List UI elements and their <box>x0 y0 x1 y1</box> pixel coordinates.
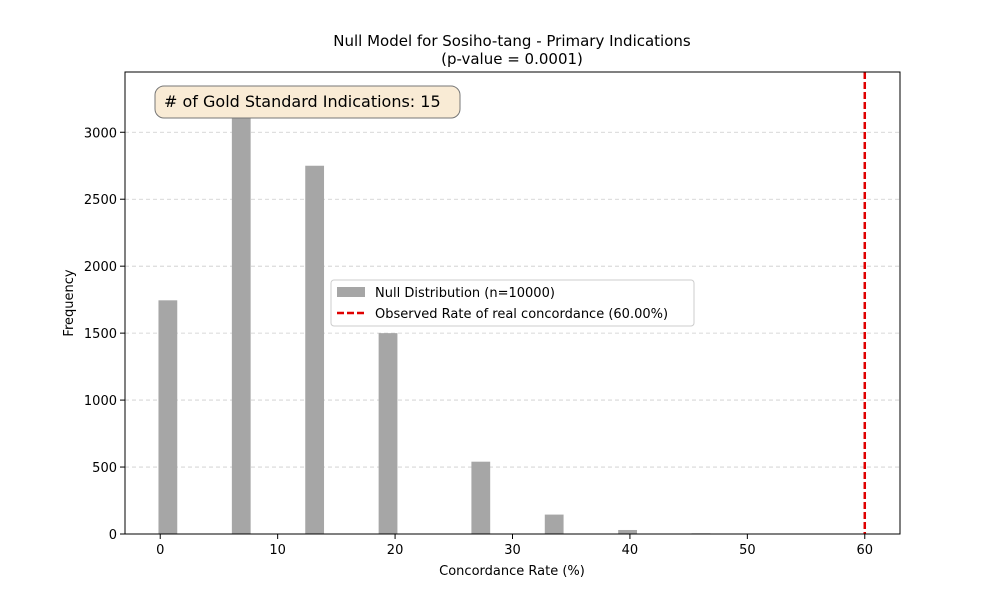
x-tick-label-0: 0 <box>156 543 164 558</box>
y-axis-label: Frequency <box>62 269 77 336</box>
bar-5 <box>544 514 564 534</box>
y-tick-label-3000: 3000 <box>84 126 117 141</box>
x-axis-label: Concordance Rate (%) <box>439 564 585 579</box>
gold-standard-annotation: # of Gold Standard Indications: 15 <box>154 85 461 119</box>
x-tick-label-30: 30 <box>504 543 521 558</box>
chart-title-line2: (p-value = 0.0001) <box>441 50 583 68</box>
x-tick-label-40: 40 <box>622 543 639 558</box>
y-tick-label-0: 0 <box>109 528 117 543</box>
bar-3 <box>378 333 398 534</box>
y-axis-ticks: 0 500 1000 1500 2000 2500 3000 <box>84 126 125 543</box>
grid-lines <box>125 131 900 468</box>
bar-1 <box>231 92 251 534</box>
legend-frame <box>330 279 695 327</box>
annotation-text: # of Gold Standard Indications: 15 <box>164 92 441 111</box>
bar-0 <box>158 300 178 534</box>
x-tick-label-50: 50 <box>739 543 756 558</box>
bar-6 <box>618 529 637 534</box>
y-tick-label-1000: 1000 <box>84 394 117 409</box>
x-tick-label-10: 10 <box>269 543 286 558</box>
y-tick-label-1500: 1500 <box>84 327 117 342</box>
bar-2 <box>305 165 325 534</box>
chart-title-line1: Null Model for Sosiho-tang - Primary Ind… <box>333 32 691 50</box>
legend: Null Distribution (n=10000) Observed Rat… <box>330 279 695 327</box>
legend-label-null: Null Distribution (n=10000) <box>375 286 555 301</box>
x-tick-label-60: 60 <box>856 543 873 558</box>
histogram-bars <box>158 92 711 534</box>
legend-label-observed: Observed Rate of real concordance (60.00… <box>375 307 668 322</box>
y-tick-label-2000: 2000 <box>84 260 117 275</box>
x-tick-label-20: 20 <box>387 543 404 558</box>
bar-4 <box>471 461 491 534</box>
annotation-box <box>154 85 461 119</box>
legend-swatch-null <box>337 287 365 297</box>
y-tick-label-2500: 2500 <box>84 193 117 208</box>
y-tick-label-500: 500 <box>92 461 117 476</box>
x-axis-ticks: 0 10 20 30 40 50 60 <box>156 534 873 558</box>
